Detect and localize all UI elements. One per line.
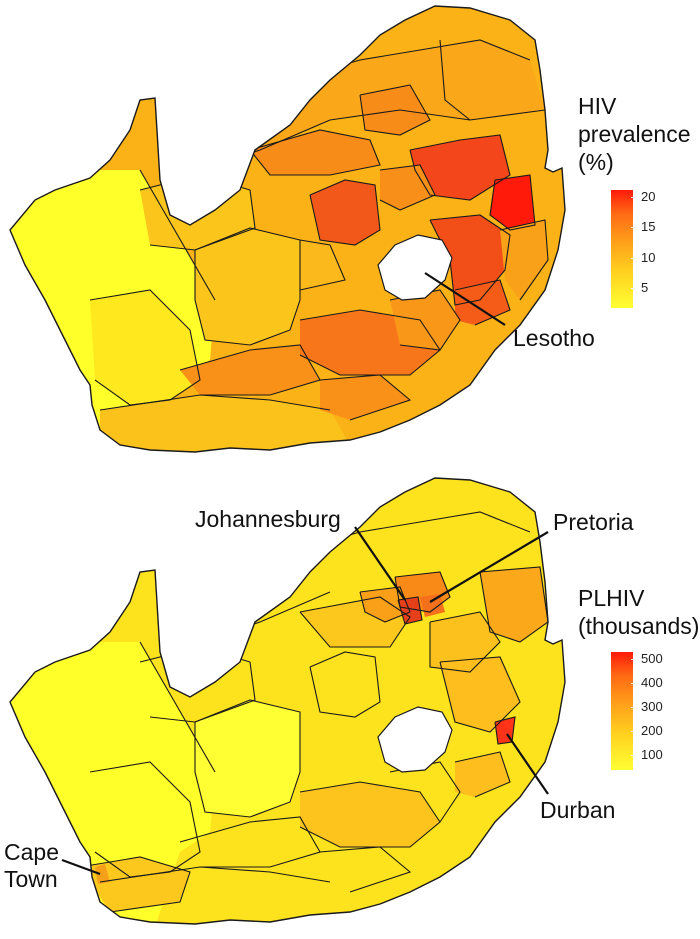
durban-callout-line: [506, 733, 549, 795]
plhiv-legend-tick: 500: [631, 651, 663, 666]
durban-label: Durban: [540, 797, 616, 823]
hiv-legend-title-line-1: HIV: [578, 93, 617, 119]
plhiv-legend-title-line-2: (thousands): [578, 613, 700, 639]
hiv-legend-title: HIV prevalence (%): [578, 92, 691, 176]
cape-town-label: Cape Town: [4, 839, 59, 893]
pretoria-label: Pretoria: [553, 509, 634, 535]
johannesburg-callout-line: [354, 526, 406, 601]
johannesburg-label: Johannesburg: [195, 506, 341, 532]
hiv-legend-tick: 5: [630, 280, 649, 295]
lesotho-callout-line: [424, 272, 506, 326]
cape-town-label-line-1: Cape: [4, 839, 59, 865]
plhiv-legend-tick: 200: [631, 723, 663, 738]
pretoria-callout-line: [429, 531, 549, 603]
hiv-legend-colorbar: [611, 190, 633, 308]
lesotho-label: Lesotho: [513, 325, 595, 351]
cape-town-callout-line: [61, 858, 101, 876]
plhiv-legend-colorbar: [611, 652, 633, 770]
hiv-legend-tick: 20: [630, 189, 656, 204]
plhiv-legend-tick: 400: [631, 675, 663, 690]
hiv-legend-title-line-2: prevalence: [578, 121, 691, 147]
hiv-legend-tick: 10: [630, 250, 656, 265]
plhiv-legend-tick: 100: [631, 747, 663, 762]
plhiv-legend-tick: 300: [631, 699, 663, 714]
plhiv-map: [9, 477, 566, 925]
plhiv-legend-title: PLHIV (thousands): [578, 584, 699, 640]
hiv-prevalence-map: [9, 5, 566, 453]
plhiv-legend-title-line-1: PLHIV: [578, 585, 645, 611]
cape-town-label-line-2: Town: [4, 866, 58, 892]
hiv-legend-title-line-3: (%): [578, 149, 614, 175]
hiv-legend-tick: 15: [630, 219, 656, 234]
